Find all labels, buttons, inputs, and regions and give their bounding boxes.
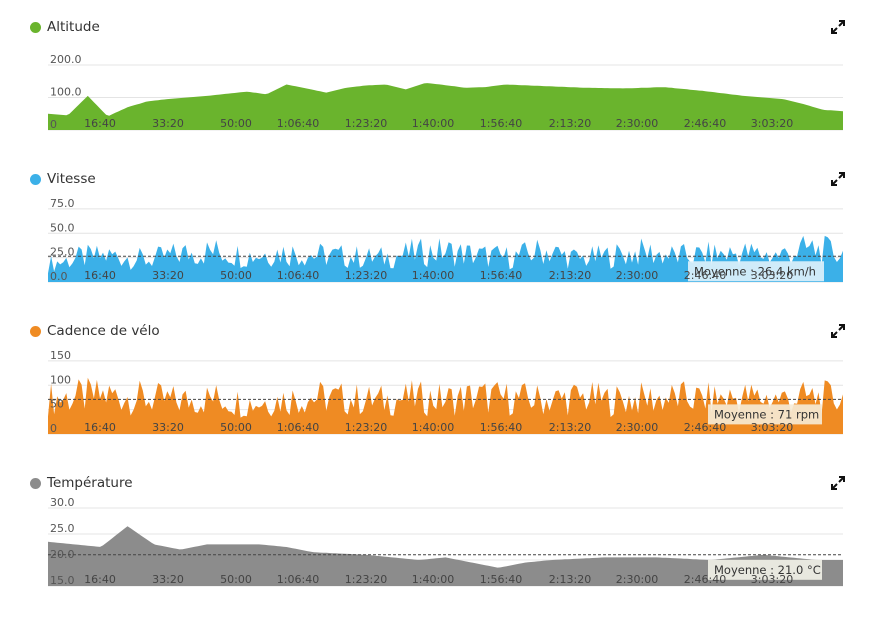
x-tick-label: 1:40:00: [412, 269, 454, 282]
x-tick-label: 1:23:20: [345, 269, 387, 282]
x-tick-label: 33:20: [152, 117, 184, 130]
x-tick-label: 33:20: [152, 573, 184, 586]
series-area: [48, 83, 843, 130]
x-tick-label: 1:56:40: [480, 573, 522, 586]
average-label-background: [688, 261, 824, 282]
chart-panel-2: Vitesse 0.0 25.0 50.0 75.0 Moyenne : 26.4 km/…: [0, 168, 880, 318]
x-tick-label: 33:20: [152, 421, 184, 434]
x-tick-label: 3:03:20: [751, 573, 793, 586]
chart-header: Vitesse: [30, 168, 96, 190]
x-tick-label: 3:03:20: [751, 421, 793, 434]
expand-chart-button[interactable]: [830, 323, 846, 339]
x-tick-label: 2:30:00: [616, 421, 658, 434]
chart-plot: 0.0 25.0 50.0 75.0 Moyenne : 26.4 km/h 16:40 3…: [48, 197, 843, 283]
y-tick-label: 150: [50, 349, 71, 362]
x-tick-label: 1:56:40: [480, 117, 522, 130]
legend-dot-icon: [30, 477, 41, 489]
x-tick-label: 16:40: [84, 269, 116, 282]
expand-chart-button[interactable]: [830, 475, 846, 491]
chart-header: Altitude: [30, 16, 100, 38]
y-tick-label: 30.0: [50, 496, 75, 509]
series-area: [48, 377, 843, 434]
x-tick-label: 50:00: [220, 269, 252, 282]
x-tick-label: 1:06:40: [277, 269, 319, 282]
chart-panel-4: Température 15.0 20.0 25.0 30.0 Moyenne : 21.…: [0, 472, 880, 622]
y-tick-label: 0: [50, 422, 57, 435]
x-tick-label: 50:00: [220, 117, 252, 130]
average-label-background: [708, 404, 822, 425]
x-tick-label: 2:30:00: [616, 117, 658, 130]
x-tick-label: 1:06:40: [277, 573, 319, 586]
x-tick-label: 2:46:40: [684, 117, 726, 130]
expand-icon: [831, 172, 845, 186]
x-tick-label: 2:13:20: [549, 269, 591, 282]
chart-header: Température: [30, 472, 133, 494]
x-tick-label: 2:13:20: [549, 573, 591, 586]
legend-dot-icon: [30, 21, 41, 33]
x-tick-label: 1:40:00: [412, 117, 454, 130]
x-tick-label: 2:13:20: [549, 117, 591, 130]
x-tick-label: 3:03:20: [751, 117, 793, 130]
y-tick-label: 200.0: [50, 53, 82, 66]
expand-chart-button[interactable]: [830, 19, 846, 35]
x-tick-label: 1:56:40: [480, 421, 522, 434]
y-tick-label: 20.0: [50, 548, 75, 561]
x-tick-label: 16:40: [84, 573, 116, 586]
x-tick-label: 1:40:00: [412, 573, 454, 586]
y-tick-label: 0: [50, 118, 57, 131]
y-tick-label: 0.0: [50, 270, 68, 283]
x-tick-label: 2:30:00: [616, 269, 658, 282]
x-tick-label: 1:23:20: [345, 421, 387, 434]
expand-icon: [831, 476, 845, 490]
average-label: Moyenne : 21.0 °C: [714, 563, 821, 577]
x-tick-label: 1:06:40: [277, 421, 319, 434]
chart-plot: 0 100.0 200.0 16:40 33:20 50:00 1:06:40 1:23:20…: [48, 53, 843, 131]
chart-plot: 15.0 20.0 25.0 30.0 Moyenne : 21.0 °C 16:40 33…: [48, 496, 843, 587]
x-tick-label: 1:40:00: [412, 421, 454, 434]
x-tick-label: 1:23:20: [345, 573, 387, 586]
y-tick-label: 100.0: [50, 86, 82, 99]
x-tick-label: 33:20: [152, 269, 184, 282]
y-tick-label: 100: [50, 373, 71, 386]
x-tick-label: 3:03:20: [751, 269, 793, 282]
average-label-background: [708, 559, 822, 580]
x-tick-label: 2:46:40: [684, 269, 726, 282]
average-label: Moyenne : 71 rpm: [714, 407, 819, 421]
series-area: [48, 235, 843, 282]
expand-icon: [831, 324, 845, 338]
x-tick-label: 1:56:40: [480, 269, 522, 282]
y-tick-label: 50: [50, 398, 64, 411]
chart-title: Cadence de vélo: [47, 323, 160, 339]
y-tick-label: 15.0: [50, 574, 75, 587]
average-label: Moyenne : 26.4 km/h: [694, 264, 816, 278]
x-tick-label: 16:40: [84, 117, 116, 130]
y-tick-label: 25.0: [50, 522, 75, 535]
x-tick-label: 2:30:00: [616, 573, 658, 586]
x-tick-label: 1:23:20: [345, 117, 387, 130]
chart-panel-3: Cadence de vélo 0 50 100 150 Moyenne : 71 rpm…: [0, 320, 880, 470]
chart-panel-1: Altitude 0 100.0 200.0 16:40 33:20 50:00 1:06:4…: [0, 16, 880, 166]
series-area: [48, 526, 843, 586]
y-tick-label: 75.0: [50, 197, 75, 210]
x-tick-label: 50:00: [220, 421, 252, 434]
chart-plot: 0 50 100 150 Moyenne : 71 rpm 16:40 33:20 50:00…: [48, 349, 843, 435]
expand-icon: [831, 20, 845, 34]
expand-chart-button[interactable]: [830, 171, 846, 187]
chart-header: Cadence de vélo: [30, 320, 160, 342]
legend-dot-icon: [30, 173, 41, 185]
chart-title: Vitesse: [47, 171, 96, 187]
chart-title: Altitude: [47, 19, 100, 35]
x-tick-label: 2:46:40: [684, 573, 726, 586]
legend-dot-icon: [30, 325, 41, 337]
x-tick-label: 2:46:40: [684, 421, 726, 434]
y-tick-label: 25.0: [50, 246, 75, 259]
y-tick-label: 50.0: [50, 221, 75, 234]
chart-title: Température: [47, 475, 133, 491]
x-tick-label: 50:00: [220, 573, 252, 586]
x-tick-label: 1:06:40: [277, 117, 319, 130]
x-tick-label: 2:13:20: [549, 421, 591, 434]
x-tick-label: 16:40: [84, 421, 116, 434]
